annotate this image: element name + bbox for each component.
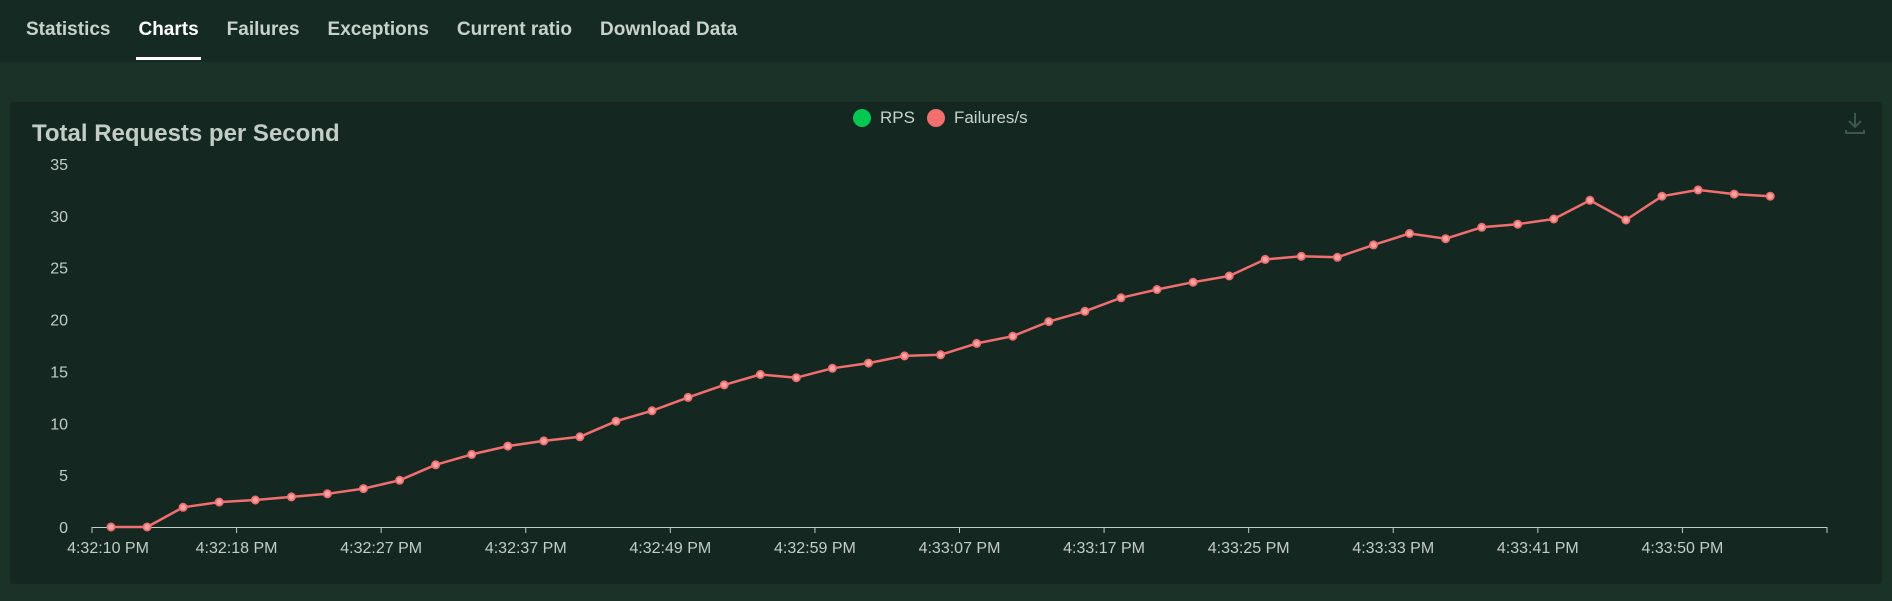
data-point	[936, 350, 946, 360]
data-point	[972, 338, 982, 348]
data-point	[1008, 331, 1018, 341]
chart-legend: RPS Failures/s	[853, 108, 1028, 128]
data-point	[395, 475, 405, 485]
data-point	[1260, 254, 1270, 264]
data-point	[791, 373, 801, 383]
y-tick-label: 30	[50, 209, 68, 226]
data-point	[1477, 222, 1487, 232]
data-point	[322, 489, 332, 499]
data-point	[611, 416, 621, 426]
download-button[interactable]	[1842, 110, 1868, 136]
data-point	[106, 522, 116, 532]
data-point	[142, 522, 152, 532]
y-tick-label: 25	[50, 261, 68, 278]
y-tick-label: 10	[50, 416, 68, 433]
data-point	[1441, 234, 1451, 244]
data-point	[1729, 189, 1739, 199]
data-point	[1044, 317, 1054, 327]
data-point	[250, 495, 260, 505]
data-point	[755, 369, 765, 379]
tab-charts[interactable]: Charts	[124, 0, 212, 60]
data-point	[719, 380, 729, 390]
x-tick-label: 4:32:10 PM	[67, 540, 149, 557]
data-point	[1296, 251, 1306, 261]
x-tick-label: 4:32:49 PM	[629, 540, 711, 557]
x-tick-label: 4:33:33 PM	[1352, 540, 1434, 557]
data-point	[178, 502, 188, 512]
legend-marker-failures	[926, 109, 945, 127]
data-point	[1405, 229, 1415, 239]
data-point	[214, 497, 224, 507]
data-point	[503, 441, 513, 451]
tab-download-data[interactable]: Download Data	[600, 19, 738, 40]
x-tick-label: 4:33:50 PM	[1642, 540, 1724, 557]
tab-exceptions[interactable]: Exceptions	[327, 19, 429, 40]
data-point	[1188, 277, 1198, 287]
tab-failures[interactable]: Failures	[226, 19, 300, 40]
legend-item-rps[interactable]: RPS	[853, 108, 915, 128]
tab-current-ratio[interactable]: Current ratio	[456, 19, 572, 40]
legend-label-rps: RPS	[880, 108, 915, 127]
data-point	[1657, 191, 1667, 201]
x-tick-label: 4:32:18 PM	[196, 540, 278, 557]
data-point	[1224, 271, 1234, 281]
data-point	[467, 449, 477, 459]
data-point	[1513, 219, 1523, 229]
data-point	[1080, 306, 1090, 316]
legend-marker-rps	[853, 109, 871, 127]
chart-card: Total Requests per Second RPS Failures/s…	[10, 102, 1882, 584]
x-tick-label: 4:32:37 PM	[485, 540, 567, 557]
data-point	[827, 363, 837, 373]
y-tick-label: 15	[50, 364, 68, 381]
x-tick-label: 4:33:07 PM	[919, 540, 1001, 557]
legend-item-failures[interactable]: Failures/s	[926, 108, 1028, 128]
data-point	[647, 406, 657, 416]
chart-title: Total Requests per Second	[32, 120, 340, 147]
data-point	[431, 460, 441, 470]
data-point	[900, 351, 910, 361]
line-chart: 0 5 10 15 20 25 30 35 4:32:10 PM 4:32:18 PM 4:32:2…	[50, 157, 1828, 557]
data-point	[286, 492, 296, 502]
data-point	[1693, 185, 1703, 195]
x-tick-label: 4:33:17 PM	[1063, 540, 1145, 557]
data-point	[358, 484, 368, 494]
y-tick-label: 5	[59, 468, 68, 485]
data-point	[1549, 214, 1559, 224]
data-point	[575, 432, 585, 442]
data-point	[864, 358, 874, 368]
data-point	[683, 392, 693, 402]
data-point	[1621, 215, 1631, 225]
y-tick-label: 20	[50, 313, 68, 330]
data-point	[1585, 195, 1595, 205]
legend-label-failures: Failures/s	[953, 108, 1028, 127]
download-icon	[1845, 113, 1865, 134]
data-point	[1332, 252, 1342, 262]
data-point	[1152, 284, 1162, 294]
x-tick-label: 4:32:27 PM	[340, 540, 422, 557]
y-tick-label: 0	[59, 520, 68, 537]
data-point	[1765, 191, 1775, 201]
data-point	[539, 436, 549, 446]
x-tick-label: 4:33:25 PM	[1208, 540, 1290, 557]
data-point	[1116, 293, 1126, 303]
tab-statistics[interactable]: Statistics	[26, 19, 111, 40]
y-tick-label: 35	[50, 157, 68, 174]
x-tick-label: 4:32:59 PM	[774, 540, 856, 557]
x-tick-label: 4:33:41 PM	[1497, 540, 1579, 557]
tab-bar: Statistics Charts Failures Exceptions Cu…	[0, 0, 1892, 62]
data-point	[1369, 240, 1379, 250]
